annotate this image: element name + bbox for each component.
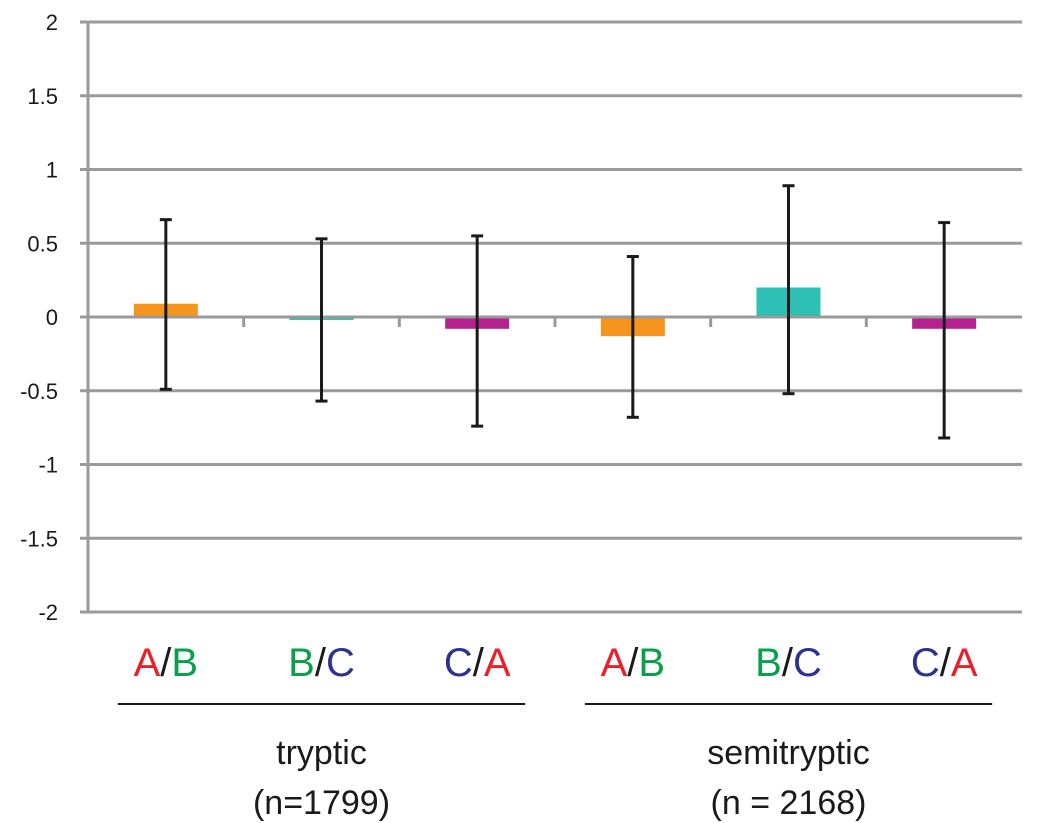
y-tick-label: 0.5	[27, 231, 58, 256]
category-denominator: A	[484, 641, 511, 685]
group-count: (n = 2168)	[711, 784, 867, 822]
category-slash: /	[473, 641, 485, 685]
category-denominator: B	[638, 641, 665, 685]
group-name: tryptic	[276, 734, 367, 772]
group-name: semitryptic	[707, 734, 869, 772]
category-numerator: A	[601, 641, 628, 685]
category-label: C/A	[444, 641, 511, 685]
category-numerator: C	[444, 641, 473, 685]
labels: -2-1.5-1-0.500.511.52A/B B/C C/A A/B B/C C/At…	[20, 10, 993, 822]
axes	[80, 20, 1022, 614]
category-label: C/A	[911, 641, 978, 685]
category-label: B/C	[288, 641, 355, 685]
y-tick-label: -1.5	[20, 526, 58, 551]
category-denominator: B	[171, 641, 198, 685]
category-label: A/B	[601, 641, 666, 685]
category-slash: /	[160, 641, 172, 685]
category-numerator: B	[288, 641, 315, 685]
error-bars	[159, 184, 951, 440]
y-tick-label: 2	[46, 10, 58, 35]
group-count: (n=1799)	[253, 784, 390, 822]
y-tick-label: -2	[38, 600, 58, 625]
category-label: B/C	[755, 641, 822, 685]
y-tick-label: -0.5	[20, 379, 58, 404]
y-tick-label: 1	[46, 158, 58, 183]
category-numerator: B	[755, 641, 782, 685]
category-denominator: A	[951, 641, 978, 685]
y-tick-label: -1	[38, 453, 58, 478]
y-tick-label: 0	[46, 305, 58, 330]
category-slash: /	[315, 641, 327, 685]
category-numerator: A	[134, 641, 161, 685]
category-denominator: C	[326, 641, 355, 685]
category-label: A/B	[134, 641, 199, 685]
category-slash: /	[782, 641, 794, 685]
y-tick-label: 1.5	[27, 84, 58, 109]
gridlines	[88, 20, 1022, 614]
category-slash: /	[940, 641, 952, 685]
category-numerator: C	[911, 641, 940, 685]
category-slash: /	[627, 641, 639, 685]
bars	[133, 287, 977, 337]
category-denominator: C	[793, 641, 822, 685]
